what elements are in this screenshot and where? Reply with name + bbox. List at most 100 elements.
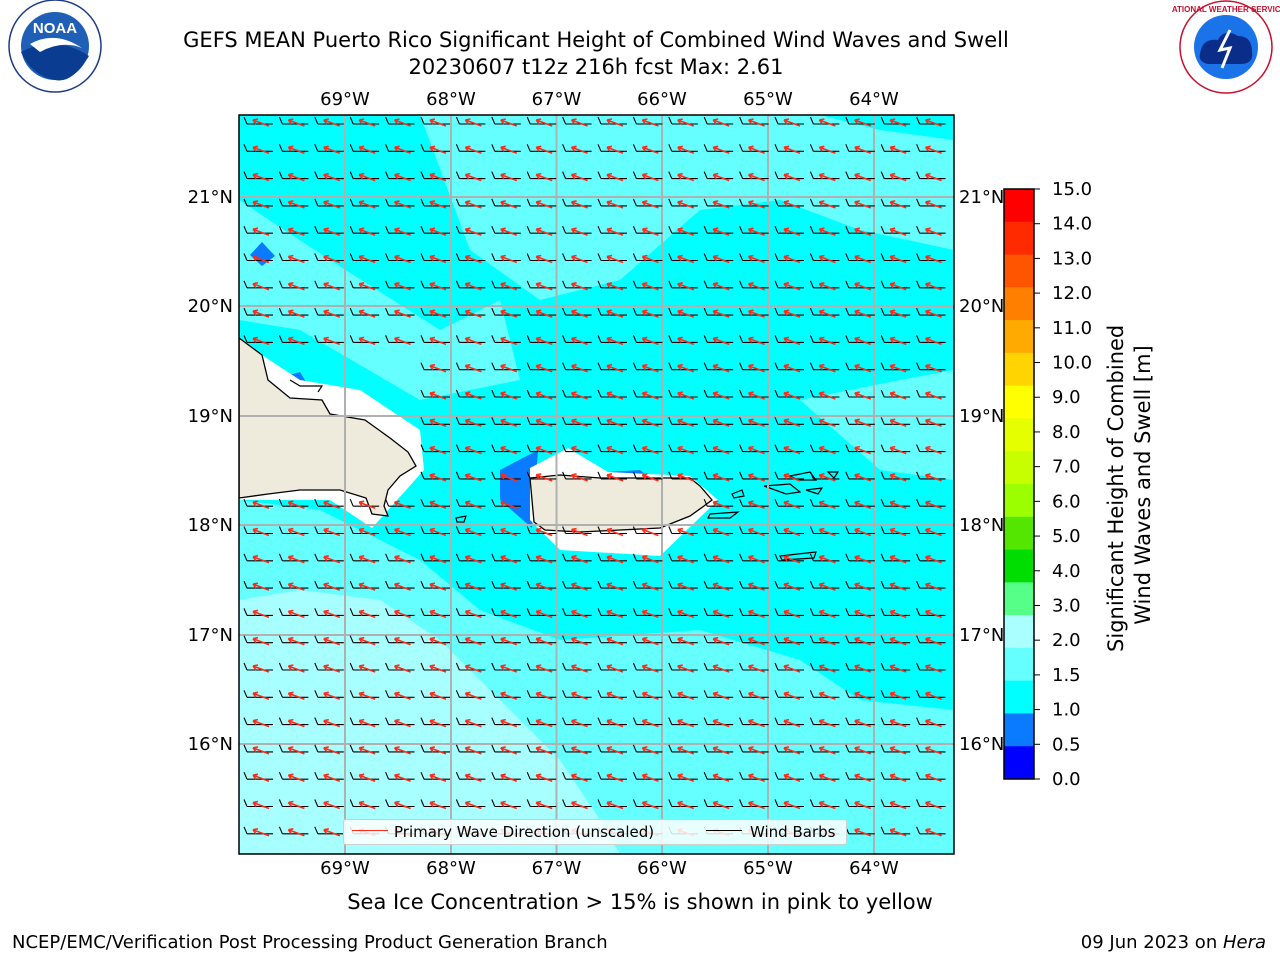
wind-barb — [526, 799, 557, 808]
wind-barb — [562, 307, 592, 316]
colorbar-tick-label: 8.0 — [1052, 422, 1081, 443]
wave-direction-arrow — [747, 227, 765, 236]
wave-direction-arrow — [712, 773, 730, 782]
wave-direction-arrow — [854, 718, 872, 728]
wave-direction-arrow — [712, 336, 730, 346]
wave-direction-arrow — [641, 200, 659, 209]
wave-direction-arrow — [818, 582, 836, 591]
wind-barb — [349, 690, 380, 698]
wind-barb — [668, 608, 698, 616]
wind-barb — [845, 717, 875, 726]
wind-barb — [278, 553, 309, 562]
wave-direction-arrow — [252, 227, 270, 236]
wind-barb — [349, 225, 380, 234]
wind-barb — [880, 171, 911, 180]
wave-direction-arrow — [606, 118, 624, 127]
wave-direction-arrow — [287, 800, 305, 810]
wave-direction-arrow — [464, 664, 482, 673]
wind-barb — [703, 690, 734, 698]
wave-direction-arrow — [677, 145, 695, 155]
wave-direction-arrow — [287, 718, 305, 728]
wind-barb — [632, 635, 663, 644]
wave-direction-arrow — [641, 473, 659, 482]
wind-barb — [668, 307, 698, 316]
wave-direction-arrow — [287, 254, 305, 264]
wave-direction-arrow — [570, 555, 588, 564]
wind-barb — [420, 744, 450, 753]
wind-barb — [491, 471, 521, 480]
colorbar-swatch — [1004, 221, 1034, 256]
wind-barb — [845, 799, 875, 808]
wind-barb — [916, 171, 946, 180]
wind-barb — [385, 635, 415, 644]
wave-direction-arrow — [854, 227, 872, 236]
wind-barb — [739, 690, 769, 698]
wave-direction-arrow — [889, 118, 907, 127]
wind-barb — [845, 608, 875, 616]
wave-direction-arrow — [606, 609, 624, 619]
wave-direction-arrow — [535, 391, 553, 400]
wave-direction-arrow — [323, 500, 341, 509]
wave-direction-arrow — [287, 828, 305, 837]
wave-direction-arrow — [818, 227, 836, 236]
wind-barb — [739, 799, 769, 808]
wave-direction-arrow — [677, 800, 695, 810]
wind-barb — [916, 744, 946, 753]
wave-direction-arrow — [570, 664, 588, 673]
wave-direction-arrow — [500, 254, 518, 264]
wave-direction-arrow — [747, 363, 765, 373]
wave-direction-arrow — [500, 336, 518, 346]
wave-direction-arrow — [712, 282, 730, 291]
wave-direction-arrow — [429, 555, 447, 564]
wave-direction-arrow — [818, 718, 836, 728]
colorbar-swatch — [1004, 352, 1034, 387]
wind-barb — [420, 444, 450, 453]
colorbar-swatch — [1004, 713, 1034, 747]
wave-direction-arrow — [535, 254, 553, 264]
wind-barb — [385, 553, 415, 562]
wave-direction-arrow — [429, 691, 447, 701]
wind-barb — [597, 198, 627, 207]
wave-direction-arrow — [783, 800, 801, 810]
colorbar-swatch — [1004, 615, 1034, 649]
wave-direction-arrow — [323, 773, 341, 782]
wind-barb — [314, 553, 344, 562]
wind-barb — [916, 253, 946, 262]
wave-direction-arrow — [287, 145, 305, 155]
wind-barb — [526, 471, 557, 480]
wind-barb — [278, 690, 309, 698]
wind-barb — [420, 144, 450, 152]
wind-barb — [385, 744, 415, 753]
wind-barb — [455, 335, 486, 343]
wind-barb — [668, 662, 698, 671]
wave-direction-arrow — [818, 527, 836, 537]
wind-barb — [420, 635, 450, 644]
wind-barb — [809, 362, 840, 371]
wind-barb — [774, 608, 804, 616]
wind-barb — [668, 389, 698, 398]
wave-direction-arrow — [677, 636, 695, 646]
wave-direction-arrow — [252, 500, 270, 509]
wind-barb — [880, 690, 911, 698]
wind-barb — [916, 417, 946, 425]
lon-label: 65°W — [743, 89, 793, 110]
wave-direction-arrow — [854, 336, 872, 346]
colorbar-tick-label: 1.0 — [1052, 700, 1081, 721]
wave-direction-arrow — [358, 609, 376, 619]
wave-direction-arrow — [677, 227, 695, 236]
wave-direction-arrow — [393, 527, 411, 537]
wind-barb — [455, 799, 486, 808]
wave-direction-arrow — [570, 691, 588, 701]
wind-barb — [703, 171, 734, 180]
wind-barb — [916, 144, 946, 152]
wind-barb — [632, 307, 663, 316]
wind-barb — [809, 553, 840, 562]
wave-direction-arrow — [358, 800, 376, 810]
wave-direction-arrow — [747, 800, 765, 810]
wind-barb — [597, 280, 627, 289]
wave-direction-arrow — [500, 582, 518, 591]
wind-barb — [314, 662, 344, 671]
wave-direction-arrow — [464, 200, 482, 209]
lat-labels-right: 21°N 20°N 19°N 18°N 17°N 16°N — [959, 187, 1004, 755]
wave-direction-arrow — [606, 664, 624, 673]
